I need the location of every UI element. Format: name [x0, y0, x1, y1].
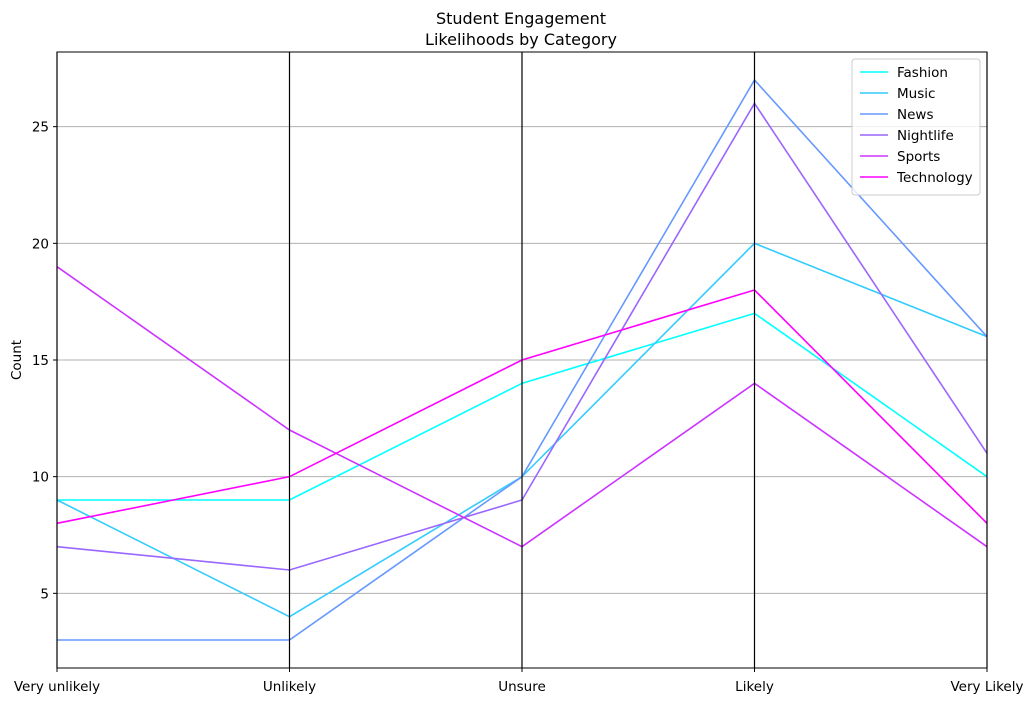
legend-item-nightlife: Nightlife	[860, 128, 954, 144]
legend-label: Technology	[896, 170, 973, 186]
legend-label: News	[897, 107, 933, 123]
chart-title-line-1: Student Engagement	[436, 9, 606, 28]
legend-label: Sports	[897, 149, 940, 165]
legend-label: Fashion	[897, 65, 948, 81]
legend-item-technology: Technology	[860, 170, 973, 186]
legend-item-music: Music	[860, 86, 935, 102]
x-axis-ticks: Very unlikely Unlikely Unsure Likely Very Li…	[14, 668, 1024, 695]
legend-label: Music	[897, 86, 935, 102]
legend-items: Fashion Music News Nightlife Sports Technolog…	[860, 65, 973, 186]
legend-item-fashion: Fashion	[860, 65, 948, 81]
x-tick-label: Very unlikely	[14, 679, 100, 695]
y-tick-label: 25	[32, 120, 49, 136]
y-tick-label: 5	[40, 586, 49, 602]
x-tick-label: Unsure	[498, 679, 546, 695]
chart-title-line-2: Likelihoods by Category	[425, 30, 617, 49]
x-tick-label: Very Likely	[951, 679, 1024, 695]
x-tick-label: Unlikely	[263, 679, 316, 695]
legend-label: Nightlife	[897, 128, 954, 144]
legend-item-sports: Sports	[860, 149, 940, 165]
y-axis-ticks: 5 10 15 20 25	[32, 120, 57, 602]
y-tick-label: 15	[32, 353, 49, 369]
legend: Fashion Music News Nightlife Sports Technolog…	[851, 58, 981, 196]
y-axis-label: Count	[9, 340, 25, 380]
x-tick-label: Likely	[735, 679, 774, 695]
y-tick-label: 20	[32, 236, 49, 252]
legend-item-news: News	[860, 107, 933, 123]
y-tick-label: 10	[32, 470, 49, 486]
